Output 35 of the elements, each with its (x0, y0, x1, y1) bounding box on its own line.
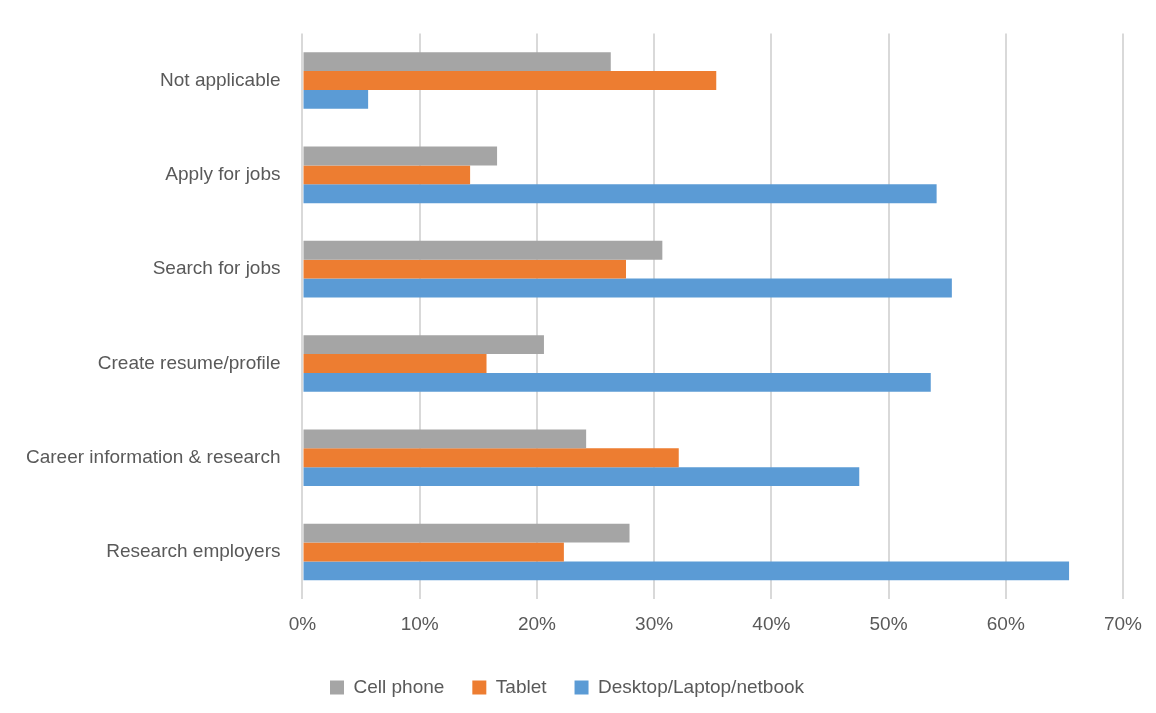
bar (303, 354, 487, 373)
bar (303, 372, 931, 392)
y-tick-label: Not applicable (160, 68, 281, 90)
bar (303, 278, 952, 298)
y-tick-label: Search for jobs (152, 257, 281, 279)
legend-label: Desktop/Laptop/netbook (598, 675, 805, 697)
legend-label: Cell phone (353, 675, 445, 697)
x-tick-label: 10% (400, 612, 439, 634)
bar (303, 146, 498, 166)
bar (303, 429, 587, 449)
bar (303, 542, 564, 562)
x-tick-label: 50% (869, 612, 908, 634)
bar (303, 467, 860, 487)
bar (303, 89, 369, 109)
bar (303, 448, 679, 468)
bar (303, 71, 717, 90)
x-tick-label: 70% (1103, 612, 1143, 634)
bar (303, 165, 471, 185)
bar (303, 52, 611, 72)
x-tick-label: 30% (635, 612, 674, 634)
x-tick-label: 60% (986, 612, 1025, 634)
y-tick-label: Apply for jobs (165, 163, 281, 185)
bar (303, 240, 663, 260)
bar (303, 561, 1070, 581)
y-tick-label: Career information & research (26, 445, 281, 467)
bar (303, 184, 937, 204)
x-tick-label: 40% (752, 612, 791, 634)
bar (303, 523, 630, 543)
bar (303, 259, 626, 279)
y-tick-label: Research employers (106, 540, 281, 562)
x-tick-label: 0% (288, 612, 317, 634)
x-tick-label: 20% (517, 612, 557, 634)
y-tick-label: Create resume/profile (97, 351, 281, 373)
bar (303, 335, 544, 355)
legend-label: Tablet (495, 675, 548, 697)
